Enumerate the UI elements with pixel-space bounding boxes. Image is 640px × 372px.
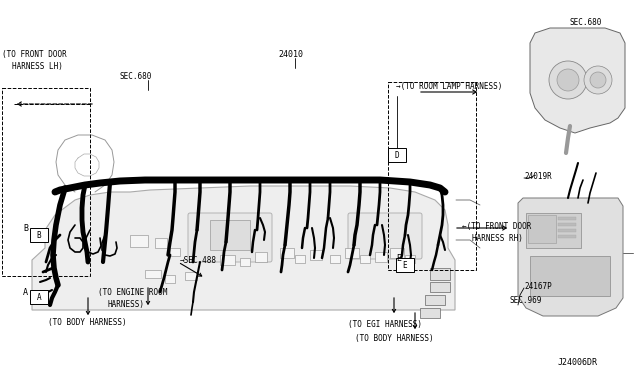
Bar <box>396 258 414 272</box>
Text: (TO EGI HARNESS): (TO EGI HARNESS) <box>348 320 422 329</box>
Text: 24167P: 24167P <box>524 282 552 291</box>
Bar <box>330 255 340 263</box>
Text: E: E <box>396 254 401 263</box>
Bar <box>185 272 197 280</box>
Bar <box>210 220 250 250</box>
Bar <box>280 248 294 258</box>
Text: SEC.969: SEC.969 <box>510 296 542 305</box>
Bar <box>360 255 370 263</box>
Text: ←(TO FRONT DOOR: ←(TO FRONT DOOR <box>462 222 531 231</box>
Bar <box>388 82 476 270</box>
Bar <box>145 270 161 278</box>
Bar <box>240 258 250 266</box>
Ellipse shape <box>549 61 587 99</box>
Text: (TO BODY HARNESS): (TO BODY HARNESS) <box>48 318 127 327</box>
Text: →SEC.488: →SEC.488 <box>180 256 217 265</box>
Bar <box>430 282 450 292</box>
Bar <box>390 248 404 258</box>
Bar <box>425 295 445 305</box>
Text: B: B <box>36 231 42 240</box>
Text: →(TO ROOM LAMP HARNESS): →(TO ROOM LAMP HARNESS) <box>396 82 502 91</box>
Bar <box>388 148 406 162</box>
Bar <box>30 228 48 242</box>
Bar <box>530 256 610 296</box>
Bar <box>310 250 322 260</box>
Text: (TO FRONT DOOR: (TO FRONT DOOR <box>2 50 67 59</box>
FancyBboxPatch shape <box>348 213 422 259</box>
Text: HARNESS RH): HARNESS RH) <box>472 234 523 243</box>
Bar <box>430 268 450 280</box>
Text: 24019R: 24019R <box>524 172 552 181</box>
Text: B: B <box>23 224 28 233</box>
Bar <box>220 255 235 265</box>
Text: 24010: 24010 <box>278 50 303 59</box>
Bar <box>420 308 440 318</box>
Polygon shape <box>530 28 625 133</box>
Bar <box>295 255 305 263</box>
Text: HARNESS LH): HARNESS LH) <box>12 62 63 71</box>
Ellipse shape <box>584 66 612 94</box>
Bar <box>165 275 175 283</box>
Bar <box>375 252 387 262</box>
Text: (TO BODY HARNESS): (TO BODY HARNESS) <box>355 334 434 343</box>
Bar <box>558 229 576 232</box>
Bar <box>30 290 48 304</box>
Bar <box>526 213 581 248</box>
Ellipse shape <box>557 69 579 91</box>
Bar <box>558 223 576 226</box>
Polygon shape <box>32 186 455 310</box>
Bar <box>558 217 576 220</box>
Bar <box>130 235 148 247</box>
Polygon shape <box>518 198 623 316</box>
Text: D: D <box>395 151 399 160</box>
Text: E: E <box>403 260 407 269</box>
Text: A: A <box>36 292 42 301</box>
FancyBboxPatch shape <box>188 213 272 262</box>
Bar <box>558 235 576 238</box>
Bar <box>255 252 267 262</box>
Bar <box>405 255 415 263</box>
Bar <box>170 248 180 256</box>
Bar <box>528 215 556 243</box>
Bar <box>2 88 90 276</box>
Text: J24006DR: J24006DR <box>558 358 598 367</box>
Text: (TO ENGINE ROOM: (TO ENGINE ROOM <box>98 288 168 297</box>
Text: SEC.680: SEC.680 <box>570 18 602 27</box>
Text: A: A <box>23 288 28 297</box>
Bar <box>345 248 359 258</box>
Bar <box>155 238 167 248</box>
Text: SEC.680: SEC.680 <box>120 72 152 81</box>
Ellipse shape <box>590 72 606 88</box>
Text: HARNESS): HARNESS) <box>108 300 145 309</box>
